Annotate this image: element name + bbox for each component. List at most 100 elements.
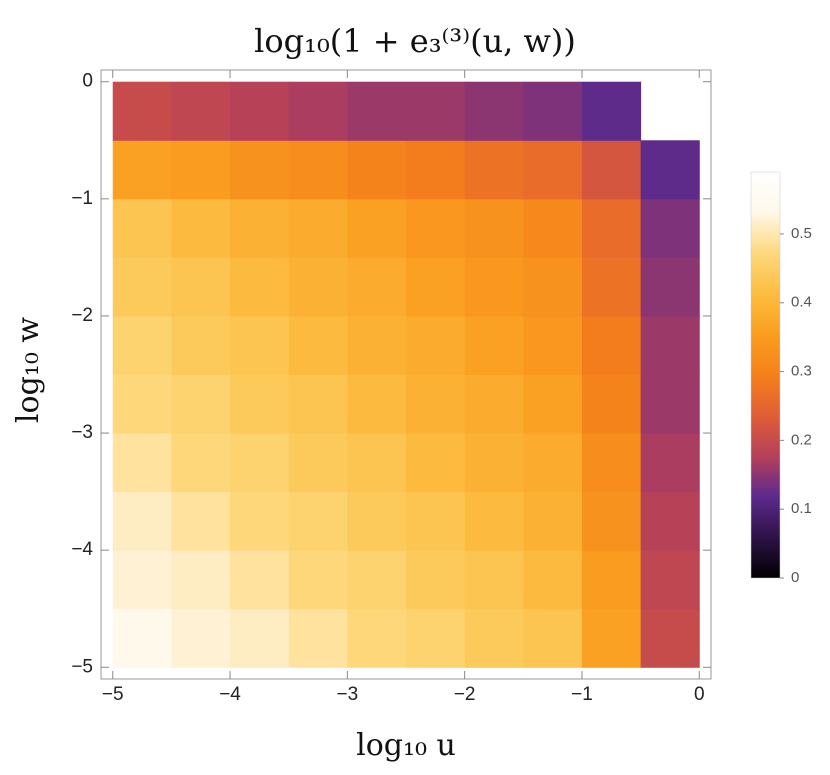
heat-cell [406, 198, 466, 258]
heat-cell [171, 315, 231, 375]
heat-cell [347, 81, 407, 141]
heat-cell [171, 198, 231, 258]
heat-cell [464, 198, 524, 258]
heat-cell [171, 257, 231, 317]
y-axis-label: log₁₀ w [11, 317, 46, 423]
heat-cell [406, 550, 466, 610]
x-tick-label: −5 [102, 684, 124, 705]
heat-cell [112, 315, 172, 375]
heat-cell [464, 257, 524, 317]
heat-cell [171, 608, 231, 668]
chart-title: log₁₀(1 + e₃⁽³⁾(u, w)) [254, 22, 576, 60]
heat-cell [464, 608, 524, 668]
heat-cell [406, 374, 466, 434]
colorbar-tick-label: 0.2 [791, 431, 812, 448]
heat-cell [406, 81, 466, 141]
colorbar-tick-label: 0.4 [791, 294, 812, 311]
heat-cell [581, 198, 642, 258]
heat-cell [230, 198, 290, 258]
heat-cell [171, 140, 231, 200]
heat-cell [347, 140, 407, 200]
heat-cell [347, 257, 407, 317]
heat-cell [581, 315, 642, 375]
y-tick-label: −5 [71, 656, 93, 677]
heat-cell [406, 491, 466, 551]
y-tick-label: −3 [71, 422, 93, 443]
heat-cell [112, 257, 172, 317]
heat-cell [523, 140, 583, 200]
colorbar-tick-label: 0.1 [791, 500, 812, 517]
heat-cell [523, 550, 583, 610]
heat-cell [640, 257, 700, 317]
heat-cell [581, 140, 642, 200]
heat-cell [288, 140, 348, 200]
colorbar-tick-label: 0.5 [791, 225, 812, 242]
heat-cell [112, 433, 172, 493]
heat-cell [230, 374, 290, 434]
heat-cell [464, 140, 524, 200]
heat-cell [406, 315, 466, 375]
heat-cell [523, 198, 583, 258]
heat-cell [581, 81, 642, 141]
x-tick-label: −2 [454, 684, 476, 705]
heat-cell [464, 81, 524, 141]
heat-cell [581, 374, 642, 434]
heat-cell [288, 608, 348, 668]
heat-cell [230, 608, 290, 668]
heat-cell [288, 550, 348, 610]
heat-cell [288, 374, 348, 434]
heat-cell [581, 550, 642, 610]
heat-cell [171, 433, 231, 493]
heat-cell [347, 550, 407, 610]
heat-cell [523, 433, 583, 493]
heat-cell [581, 608, 642, 668]
heat-cell [640, 374, 700, 434]
heat-cell [523, 257, 583, 317]
heat-cell [464, 315, 524, 375]
heat-cell [288, 257, 348, 317]
x-tick-label: −3 [337, 684, 359, 705]
heat-cell [171, 491, 231, 551]
heat-cell [112, 140, 172, 200]
x-tick-label: 0 [694, 684, 705, 705]
heat-cell [640, 491, 700, 551]
heat-cell [230, 550, 290, 610]
heat-cell [288, 81, 348, 141]
heat-cell [464, 491, 524, 551]
heat-cell [288, 491, 348, 551]
heat-cell [112, 198, 172, 258]
heat-cell [347, 315, 407, 375]
heat-cell [347, 198, 407, 258]
heat-cell [464, 433, 524, 493]
heat-cell [347, 491, 407, 551]
heat-cell [406, 608, 466, 668]
heat-cell [112, 81, 172, 141]
plot-frame [100, 69, 712, 680]
heat-cell [288, 433, 348, 493]
heat-cell [230, 140, 290, 200]
heat-cell [523, 491, 583, 551]
heat-cell [171, 550, 231, 610]
heat-cell [523, 608, 583, 668]
heat-cell [112, 608, 172, 668]
heat-cell [347, 433, 407, 493]
heat-cell [640, 433, 700, 493]
heat-cell [112, 491, 172, 551]
heat-cell [581, 257, 642, 317]
y-tick-label: −4 [71, 539, 93, 560]
y-tick-label: −2 [71, 305, 93, 326]
x-tick-label: −4 [219, 684, 241, 705]
heat-cell [406, 257, 466, 317]
heat-cell [581, 433, 642, 493]
heat-cell [230, 81, 290, 141]
heat-cell [640, 608, 700, 668]
heat-cell [464, 550, 524, 610]
heat-cell [112, 550, 172, 610]
y-tick-label: 0 [82, 71, 93, 92]
heat-cell [347, 374, 407, 434]
heat-cell [406, 433, 466, 493]
heat-cell [288, 315, 348, 375]
heat-cell [406, 140, 466, 200]
heat-cell [230, 315, 290, 375]
